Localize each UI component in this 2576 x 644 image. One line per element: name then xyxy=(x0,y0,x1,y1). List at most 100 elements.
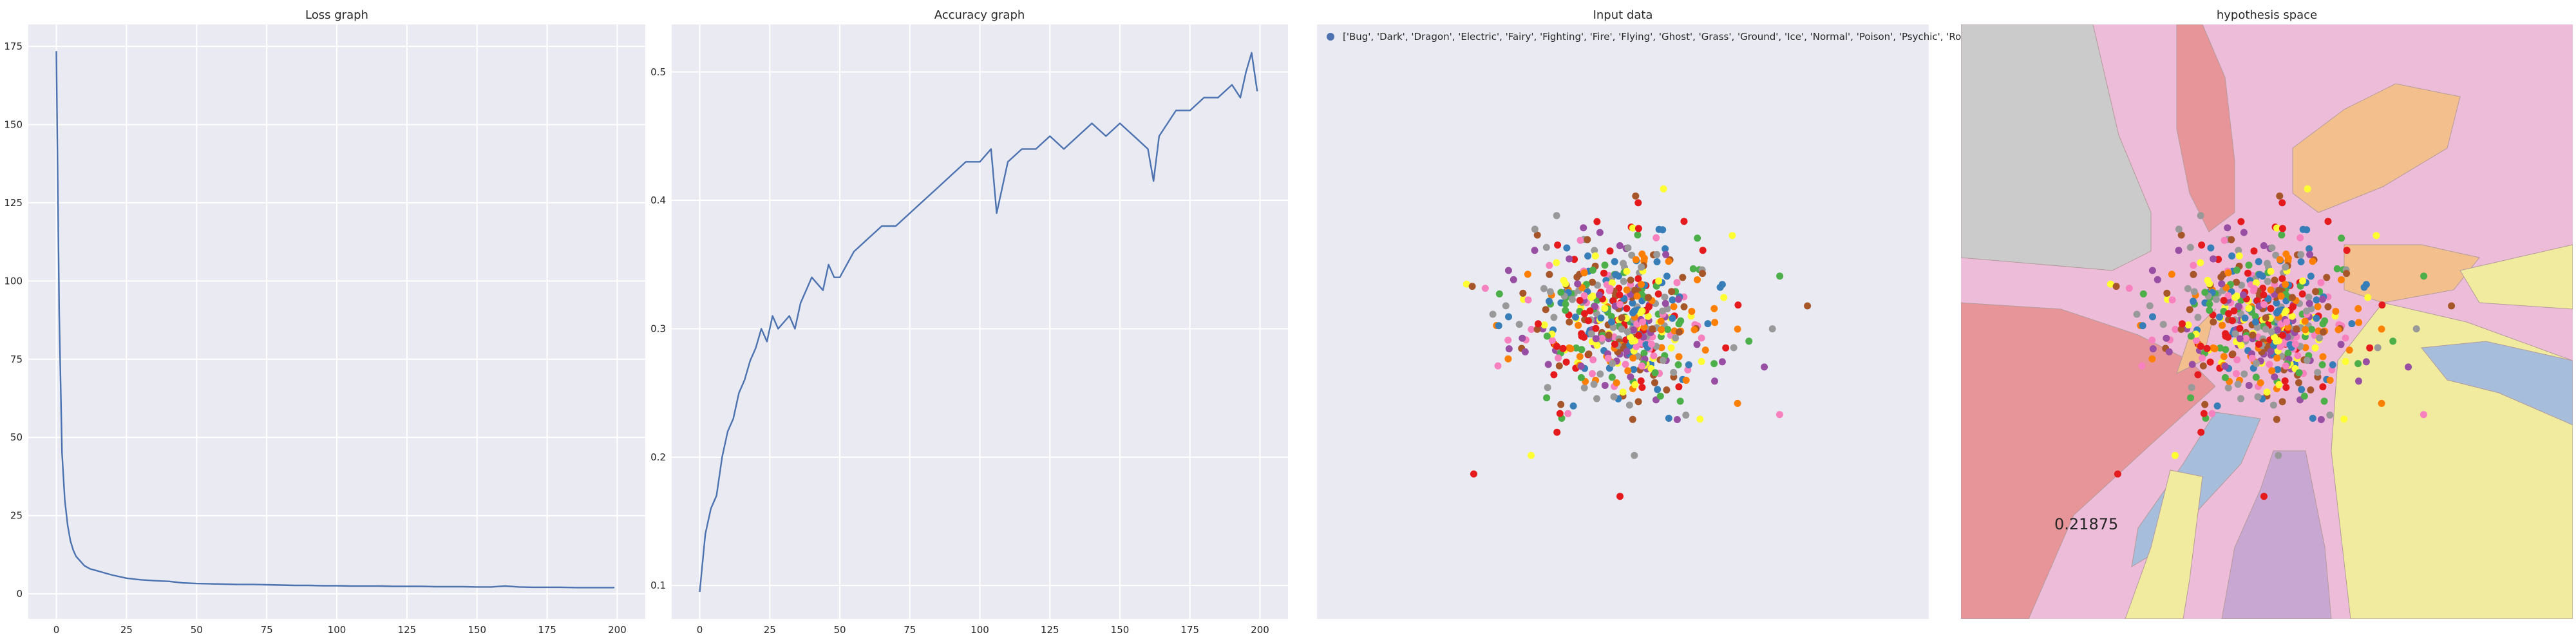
hypothesis-point xyxy=(2168,296,2176,304)
input-data-point xyxy=(1553,428,1561,436)
hypothesis-point xyxy=(2289,294,2296,301)
input-data-point xyxy=(1546,298,1553,305)
input-data-point xyxy=(1629,415,1636,423)
loss-y-tick-label: 50 xyxy=(10,431,23,443)
hypothesis-point xyxy=(2260,493,2268,500)
input-data-point xyxy=(1638,307,1646,315)
input-data-point xyxy=(1604,354,1612,362)
input-data-point xyxy=(1593,395,1600,402)
hypothesis-point xyxy=(2239,291,2247,299)
hypothesis-point xyxy=(2288,312,2296,320)
input-data-point xyxy=(1642,341,1650,348)
hypothesis-point xyxy=(2217,344,2224,352)
input-data-point xyxy=(1669,314,1676,322)
loss-y-tick-label: 100 xyxy=(4,275,23,287)
input-data-point xyxy=(1544,361,1552,368)
input-data-point xyxy=(1720,294,1728,301)
hypothesis-point xyxy=(2273,224,2280,232)
input-data-point xyxy=(1698,357,1705,365)
hypothesis-point xyxy=(2345,346,2353,354)
hypothesis-point xyxy=(2378,399,2385,407)
input-data-point xyxy=(1616,493,1624,500)
hypothesis-point xyxy=(2276,256,2284,263)
hypothesis-point xyxy=(2237,296,2245,304)
input-data-point xyxy=(1504,355,1512,363)
hypothesis-point xyxy=(2304,185,2311,193)
input-data-point xyxy=(1605,287,1613,294)
input-data-point xyxy=(1524,270,1531,278)
hypothesis-point xyxy=(2277,343,2284,350)
hypothesis-point xyxy=(2251,318,2259,326)
hypothesis-point xyxy=(2267,267,2275,275)
input-data-point xyxy=(1629,337,1636,345)
input-data-point xyxy=(1676,397,1684,405)
hypothesis-point xyxy=(2307,272,2315,280)
hypothesis-point xyxy=(2149,345,2157,353)
hypothesis-point xyxy=(2184,321,2192,329)
accuracy-graph-axes: 0 25 50 75 100 125 150 175 200 0.1 0.2 0.3 0.4 0.5 Ac… xyxy=(650,8,1288,636)
input-data-point xyxy=(1693,341,1701,348)
loss-x-tick-label: 50 xyxy=(191,624,203,636)
hypothesis-point xyxy=(2364,294,2372,301)
loss-x-tick-label: 0 xyxy=(53,624,60,636)
loss-graph-axes: 0 25 50 75 100 125 150 175 200 0 25 50 75 100 125 150 17… xyxy=(4,8,645,636)
input-data-point xyxy=(1528,451,1535,459)
input-data-point xyxy=(1629,299,1636,307)
input-data-point xyxy=(1524,296,1532,304)
hypothesis-point xyxy=(2303,307,2310,315)
hypothesis-point xyxy=(2228,236,2235,243)
input-data-point xyxy=(1618,325,1625,333)
hypothesis-point xyxy=(2378,325,2385,333)
hypothesis-point xyxy=(2319,383,2327,391)
hypothesis-point xyxy=(2231,294,2239,301)
hypothesis-point xyxy=(2210,318,2217,326)
hypothesis-point xyxy=(2190,270,2197,278)
accuracy-x-tick-label: 200 xyxy=(1251,624,1269,636)
hypothesis-point xyxy=(2306,299,2313,307)
hypothesis-point xyxy=(2303,357,2311,364)
input-data-point xyxy=(1519,289,1527,297)
input-data-point xyxy=(1574,280,1582,288)
accuracy-x-tick-label: 100 xyxy=(971,624,989,636)
input-data-point xyxy=(1633,343,1640,350)
accuracy-x-tick-label: 150 xyxy=(1111,624,1130,636)
input-data-point xyxy=(1586,307,1594,315)
input-data-point xyxy=(1665,258,1672,265)
input-data-point xyxy=(1634,398,1642,406)
hypothesis-point xyxy=(2107,280,2114,288)
input-data-point xyxy=(1609,297,1617,305)
hypothesis-point xyxy=(2268,367,2276,375)
input-data-point xyxy=(1562,300,1569,308)
input-data-point xyxy=(1594,281,1602,289)
hypothesis-point xyxy=(2326,412,2334,419)
input-data-point xyxy=(1728,232,1736,240)
input-data-point xyxy=(1653,251,1661,258)
region-yellow-bottom xyxy=(2125,469,2203,619)
input-data-point xyxy=(1601,261,1609,269)
hypothesis-point xyxy=(2260,242,2268,249)
input-data-point xyxy=(1542,243,1550,251)
input-data-point xyxy=(1630,366,1638,374)
input-data-point xyxy=(1580,224,1587,232)
input-data-point xyxy=(1598,334,1606,342)
hypothesis-point xyxy=(2112,283,2120,290)
hypothesis-point xyxy=(2278,225,2286,232)
hypothesis-point xyxy=(2300,392,2308,400)
input-data-point xyxy=(1734,399,1741,407)
input-data-point xyxy=(1633,292,1641,300)
hypothesis-point xyxy=(2275,451,2282,459)
input-data-point xyxy=(1553,259,1560,267)
accuracy-y-tick-label: 0.3 xyxy=(650,323,666,334)
input-data-point xyxy=(1580,334,1588,341)
hypothesis-point xyxy=(2172,326,2179,333)
input-data-point xyxy=(1540,285,1548,292)
hypothesis-point xyxy=(2245,261,2253,269)
hypothesis-point xyxy=(2177,231,2185,239)
hypothesis-point xyxy=(2146,302,2154,310)
input-data-point xyxy=(1611,341,1618,348)
accuracy-y-tick-label: 0.2 xyxy=(650,451,666,463)
hypothesis-point xyxy=(2197,343,2204,350)
input-data-point xyxy=(1655,277,1663,285)
input-data-point xyxy=(1553,212,1560,220)
hypothesis-point xyxy=(2274,366,2282,374)
